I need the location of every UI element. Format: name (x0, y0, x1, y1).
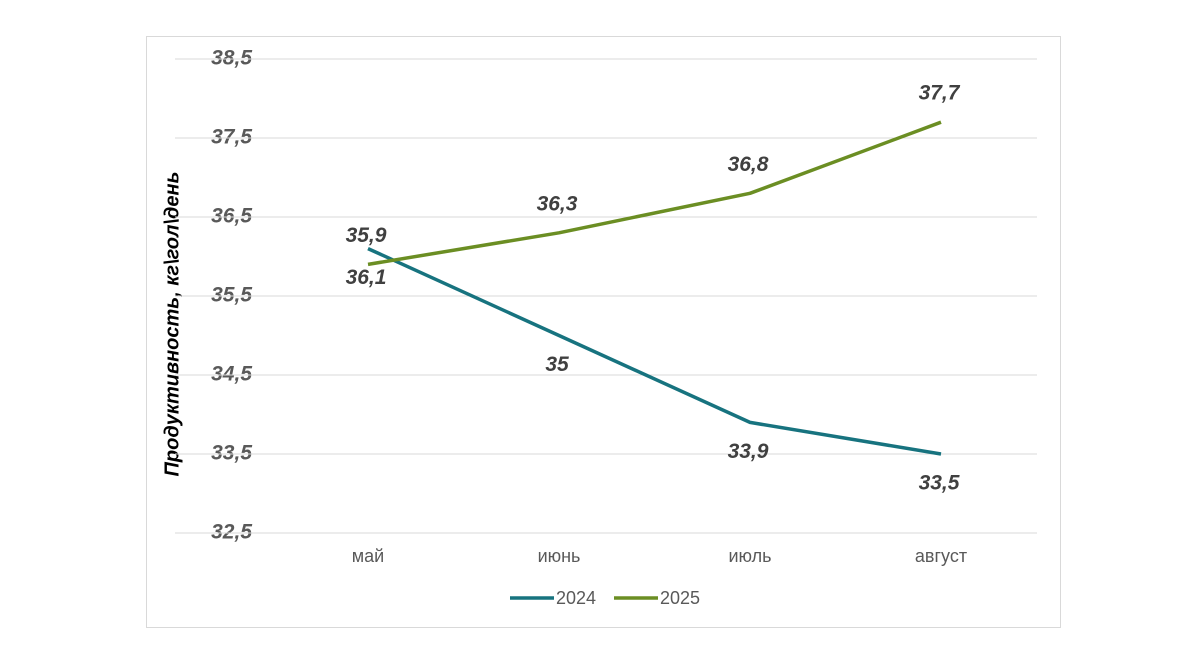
data-label: 36,8 (728, 153, 769, 176)
data-label: 36,1 (346, 266, 387, 289)
x-tick-label: май (352, 546, 384, 566)
y-tick-label: 32,5 (211, 521, 252, 544)
series-line (367, 120, 942, 267)
data-label: 33,5 (919, 472, 960, 495)
y-axis-title: Продуктивность, кг\гол\день (161, 172, 183, 477)
x-tick-label: июль (728, 546, 771, 566)
chart-border (146, 36, 1061, 628)
legend-label: 2025 (660, 588, 700, 608)
y-tick-label: 35,5 (211, 284, 252, 307)
legend-label: 2024 (556, 588, 596, 608)
data-label: 33,9 (728, 440, 769, 463)
y-tick-label: 37,5 (211, 126, 252, 149)
data-label: 35 (545, 353, 569, 376)
y-tick-label: 33,5 (211, 442, 252, 465)
data-label: 37,7 (919, 82, 961, 105)
x-tick-label: август (915, 546, 967, 566)
y-tick-label: 34,5 (211, 363, 252, 386)
x-tick-label: июнь (538, 546, 581, 566)
data-label: 35,9 (346, 224, 387, 247)
y-tick-label: 38,5 (211, 47, 252, 70)
y-tick-label: 36,5 (211, 205, 252, 228)
data-label: 36,3 (537, 192, 578, 215)
series-line (367, 247, 942, 456)
